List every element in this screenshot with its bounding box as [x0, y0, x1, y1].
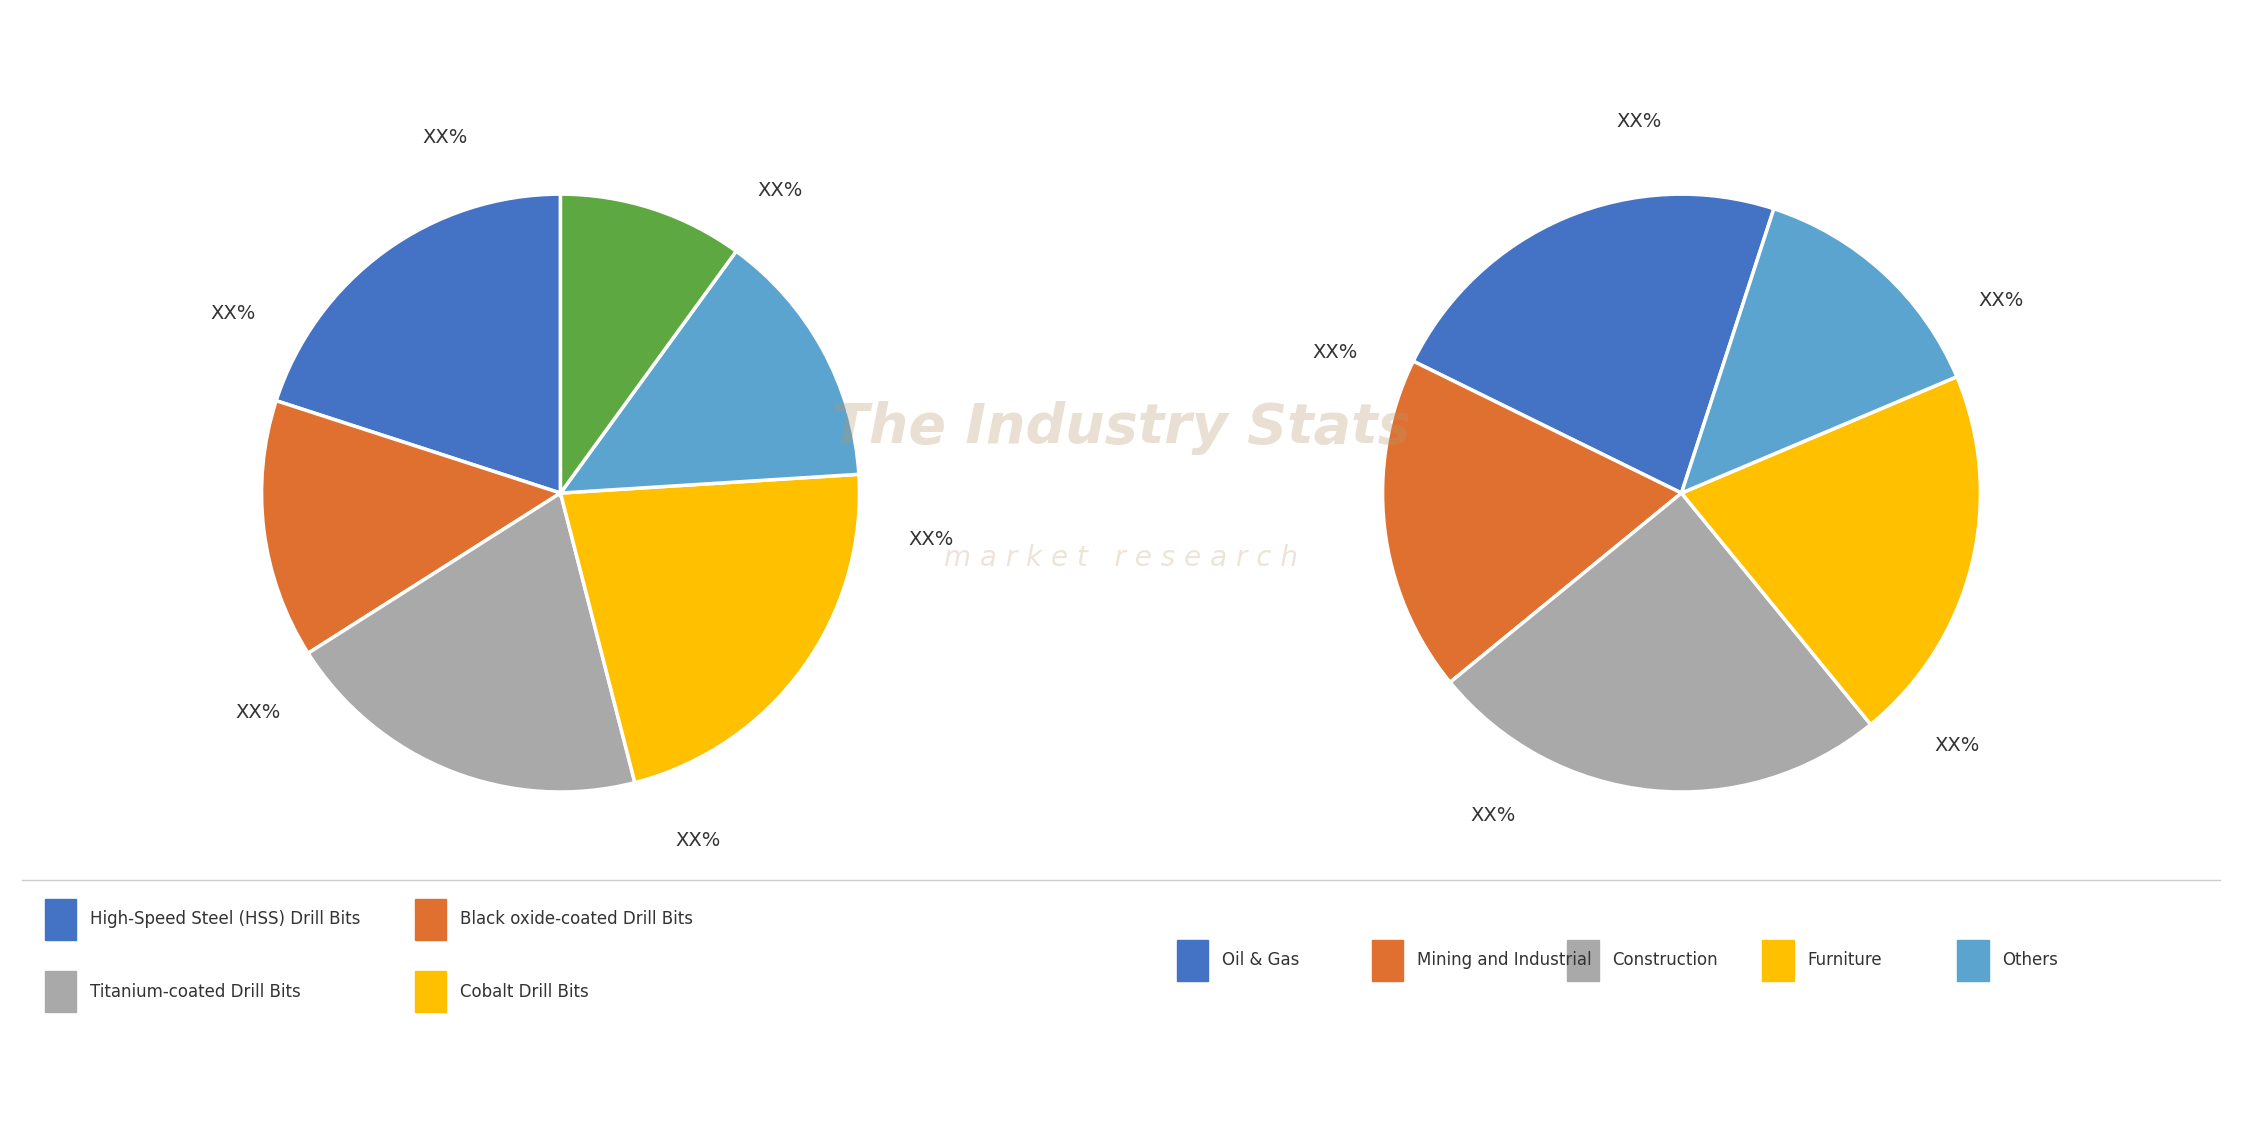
Bar: [415, 971, 446, 1012]
Text: XX%: XX%: [421, 128, 469, 148]
Text: Email: sales@theindustrystats.com: Email: sales@theindustrystats.com: [944, 1071, 1298, 1088]
Bar: [1957, 940, 1989, 980]
Wedge shape: [560, 251, 859, 494]
Text: XX%: XX%: [758, 181, 803, 201]
Wedge shape: [560, 194, 735, 494]
Wedge shape: [560, 474, 859, 782]
Text: XX%: XX%: [1980, 291, 2025, 310]
Text: XX%: XX%: [675, 831, 720, 850]
Wedge shape: [262, 401, 560, 654]
Text: Cobalt Drill Bits: Cobalt Drill Bits: [460, 983, 587, 1001]
Bar: [1567, 940, 1599, 980]
Text: High-Speed Steel (HSS) Drill Bits: High-Speed Steel (HSS) Drill Bits: [90, 911, 361, 929]
Text: Fig. Global Circular Drill Bit Market Share by Product Types & Application: Fig. Global Circular Drill Bit Market Sh…: [40, 48, 1247, 76]
Text: XX%: XX%: [1935, 736, 1980, 755]
Text: XX%: XX%: [1312, 343, 1359, 362]
Text: Website: www.theindustrystats.com: Website: www.theindustrystats.com: [1841, 1071, 2208, 1088]
Text: m a r k e t   r e s e a r c h: m a r k e t r e s e a r c h: [944, 544, 1298, 571]
Wedge shape: [1383, 361, 1682, 682]
Bar: [415, 898, 446, 940]
Bar: [1177, 940, 1208, 980]
Wedge shape: [307, 494, 634, 792]
Wedge shape: [1412, 194, 1773, 494]
Bar: [45, 971, 76, 1012]
Text: Oil & Gas: Oil & Gas: [1222, 951, 1300, 969]
Text: Others: Others: [2002, 951, 2058, 969]
Text: Construction: Construction: [1612, 951, 1717, 969]
Text: Mining and Industrial: Mining and Industrial: [1417, 951, 1592, 969]
Text: Source: Theindustrystats Analysis: Source: Theindustrystats Analysis: [40, 1071, 386, 1088]
Text: Titanium-coated Drill Bits: Titanium-coated Drill Bits: [90, 983, 300, 1001]
Text: Furniture: Furniture: [1807, 951, 1881, 969]
Wedge shape: [276, 194, 560, 494]
Text: XX%: XX%: [1471, 806, 1516, 825]
Text: The Industry Stats: The Industry Stats: [832, 401, 1410, 455]
Wedge shape: [1451, 494, 1870, 792]
Bar: [1762, 940, 1794, 980]
Bar: [1372, 940, 1403, 980]
Text: XX%: XX%: [235, 703, 280, 722]
Wedge shape: [1682, 208, 1957, 494]
Text: XX%: XX%: [908, 531, 953, 549]
Text: Black oxide-coated Drill Bits: Black oxide-coated Drill Bits: [460, 911, 693, 929]
Bar: [45, 898, 76, 940]
Wedge shape: [1682, 376, 1980, 725]
Text: XX%: XX%: [1616, 113, 1661, 132]
Text: XX%: XX%: [211, 303, 256, 322]
